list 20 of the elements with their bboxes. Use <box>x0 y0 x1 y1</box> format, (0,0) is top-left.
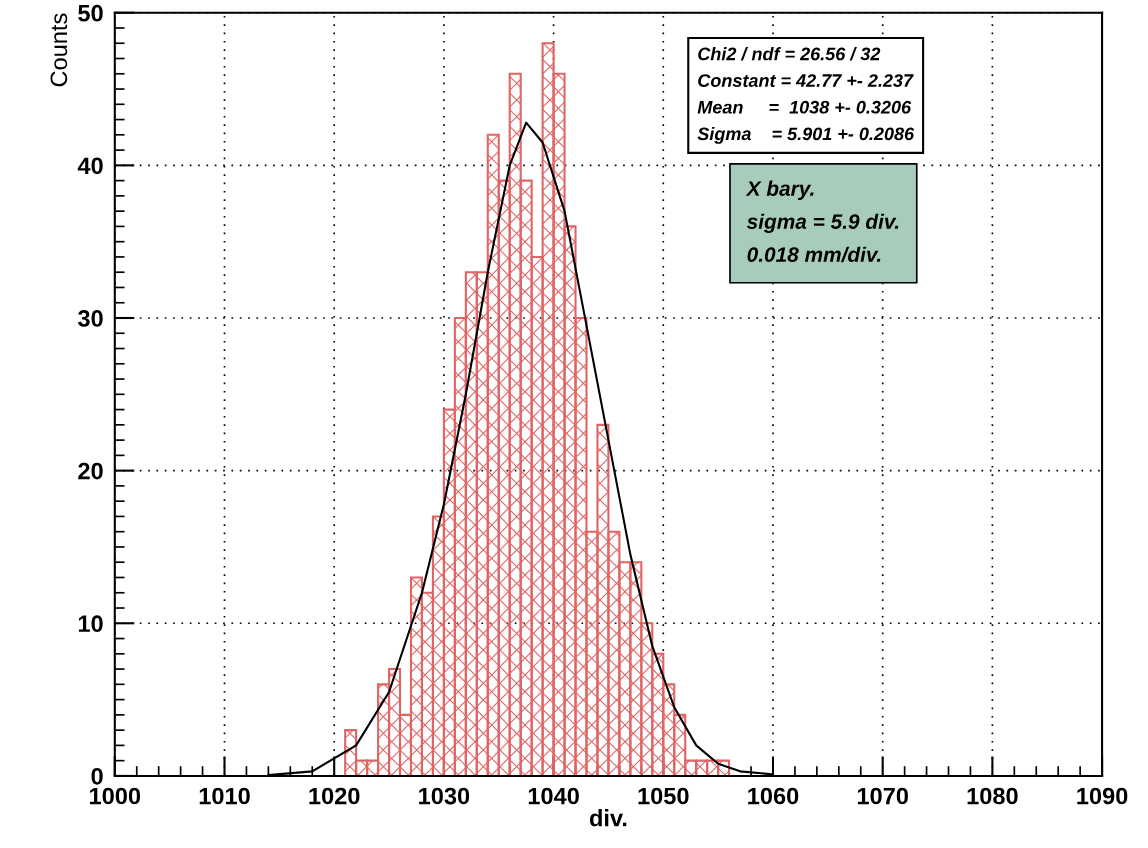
x-tick-label: 1050 <box>638 787 689 805</box>
x-tick-label: 1040 <box>528 787 579 805</box>
y-tick-label: 30 <box>77 310 103 327</box>
x-axis-title: div. <box>589 809 627 827</box>
annotation: Chi2 / ndf = 26.56 / 32 Constant = 42.77 +- 2.237 Mean = 1038 +- 0.3206 Sigma = 5.901 +- 0.2086 <box>697 47 915 144</box>
x-tick-label: 1000 <box>90 787 141 805</box>
annotation: X bary. sigma = 5.9 div. 0.018 mm/div. <box>745 180 899 263</box>
y-tick-label: 0 <box>91 767 103 785</box>
x-tick-label: 1060 <box>748 787 799 805</box>
x-tick-label: 1090 <box>1077 787 1128 805</box>
y-tick-label: 20 <box>78 462 103 480</box>
y-tick-label: 40 <box>77 157 103 175</box>
y-tick-label: 10 <box>78 615 103 633</box>
y-tick-label: 50 <box>78 4 103 22</box>
x-tick-label: 1010 <box>199 787 250 805</box>
x-tick-label: 1070 <box>857 787 908 805</box>
x-tick-label: 1020 <box>309 787 360 805</box>
y-axis-title: Counts <box>50 13 68 87</box>
x-tick-label: 1080 <box>967 787 1018 805</box>
x-tick-label: 1030 <box>419 787 470 805</box>
